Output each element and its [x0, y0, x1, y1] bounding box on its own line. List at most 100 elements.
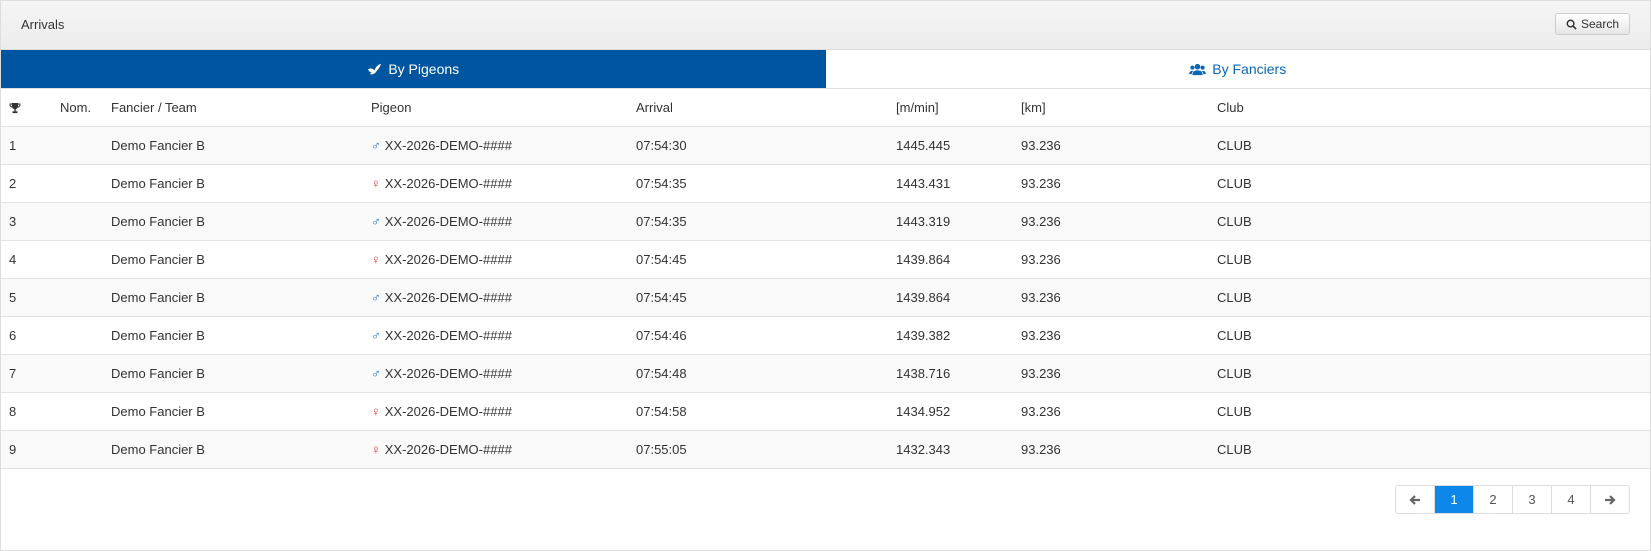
- arrival-header[interactable]: Arrival: [636, 100, 673, 115]
- table-row[interactable]: 8 Demo Fancier B ♀ XX-2026-DEMO-#### 07:54:5…: [1, 393, 1650, 431]
- pigeon-header[interactable]: Pigeon: [371, 100, 412, 115]
- km-header[interactable]: [km]: [1021, 100, 1046, 115]
- table-row[interactable]: 4 Demo Fancier B ♀ XX-2026-DEMO-#### 07:54:4…: [1, 241, 1650, 279]
- table-row[interactable]: 6 Demo Fancier B ♂ XX-2026-DEMO-#### 07:54:4…: [1, 317, 1650, 355]
- table-row[interactable]: 7 Demo Fancier B ♂ XX-2026-DEMO-#### 07:54:4…: [1, 355, 1650, 393]
- km-cell: 93.236: [1021, 366, 1061, 381]
- female-symbol-icon: ♀: [371, 252, 381, 267]
- pigeon-cell[interactable]: ♀ XX-2026-DEMO-####: [371, 431, 512, 468]
- male-symbol-icon: ♂: [371, 290, 381, 305]
- tab-by-fanciers[interactable]: By Fanciers: [825, 50, 1650, 88]
- table-row[interactable]: 2 Demo Fancier B ♀ XX-2026-DEMO-#### 07:54:3…: [1, 165, 1650, 203]
- fancier-cell[interactable]: Demo Fancier B: [111, 138, 205, 153]
- next-page-button[interactable]: [1590, 486, 1629, 513]
- pigeon-cell[interactable]: ♂ XX-2026-DEMO-####: [371, 279, 512, 316]
- rank-cell: 8: [9, 404, 17, 419]
- female-symbol-icon: ♀: [371, 404, 381, 419]
- fancier-cell[interactable]: Demo Fancier B: [111, 214, 205, 229]
- page-4-button[interactable]: 4: [1551, 486, 1590, 513]
- fancier-cell[interactable]: Demo Fancier B: [111, 366, 205, 381]
- panel-title: Arrivals: [21, 17, 65, 32]
- pigeon-ring: XX-2026-DEMO-####: [384, 214, 512, 229]
- tab-label: By Fanciers: [1212, 61, 1287, 77]
- female-symbol-icon: ♀: [371, 176, 381, 191]
- page-1-button[interactable]: 1: [1434, 486, 1473, 513]
- speed-cell: 1445.445: [896, 138, 951, 153]
- search-button[interactable]: Search: [1554, 13, 1630, 35]
- table-row[interactable]: 9 Demo Fancier B ♀ XX-2026-DEMO-#### 07:55:0…: [1, 431, 1650, 469]
- fancier-cell[interactable]: Demo Fancier B: [111, 176, 205, 191]
- search-icon: [1566, 19, 1577, 30]
- arrival-cell: 07:54:45: [636, 290, 687, 305]
- pigeon-cell[interactable]: ♀ XX-2026-DEMO-####: [371, 165, 512, 202]
- club-cell: CLUB: [1217, 138, 1252, 153]
- club-cell: CLUB: [1217, 442, 1252, 457]
- km-cell: 93.236: [1021, 138, 1061, 153]
- km-cell: 93.236: [1021, 290, 1061, 305]
- km-cell: 93.236: [1021, 176, 1061, 191]
- table-header: Nom. Fancier / Team Pigeon Arrival [m/mi…: [1, 89, 1650, 127]
- speed-cell: 1434.952: [896, 404, 951, 419]
- view-tabs: By Pigeons By Fanciers: [1, 50, 1650, 89]
- km-cell: 93.236: [1021, 442, 1061, 457]
- club-cell: CLUB: [1217, 252, 1252, 267]
- rank-header[interactable]: [9, 89, 21, 126]
- pigeon-cell[interactable]: ♂ XX-2026-DEMO-####: [371, 203, 512, 240]
- pigeon-cell[interactable]: ♂ XX-2026-DEMO-####: [371, 317, 512, 354]
- search-button-label: Search: [1580, 17, 1619, 31]
- club-cell: CLUB: [1217, 404, 1252, 419]
- pigeon-ring: XX-2026-DEMO-####: [384, 176, 512, 191]
- rank-cell: 3: [9, 214, 17, 229]
- fancier-header[interactable]: Fancier / Team: [111, 100, 197, 115]
- page-3-button[interactable]: 3: [1512, 486, 1551, 513]
- pigeon-cell[interactable]: ♂ XX-2026-DEMO-####: [371, 127, 512, 164]
- speed-cell: 1439.864: [896, 252, 951, 267]
- male-symbol-icon: ♂: [371, 138, 381, 153]
- speed-cell: 1443.319: [896, 214, 951, 229]
- users-icon: [1189, 63, 1207, 75]
- speed-header[interactable]: [m/min]: [896, 100, 939, 115]
- pigeon-cell[interactable]: ♀ XX-2026-DEMO-####: [371, 241, 512, 278]
- fancier-cell[interactable]: Demo Fancier B: [111, 252, 205, 267]
- female-symbol-icon: ♀: [371, 442, 381, 457]
- rank-cell: 1: [9, 138, 17, 153]
- tab-label: By Pigeons: [388, 61, 460, 77]
- table-row[interactable]: 1 Demo Fancier B ♂ XX-2026-DEMO-#### 07:54:3…: [1, 127, 1650, 165]
- table-row[interactable]: 5 Demo Fancier B ♂ XX-2026-DEMO-#### 07:54:4…: [1, 279, 1650, 317]
- page-2-button[interactable]: 2: [1473, 486, 1512, 513]
- speed-cell: 1438.716: [896, 366, 951, 381]
- pigeon-ring: XX-2026-DEMO-####: [384, 328, 512, 343]
- male-symbol-icon: ♂: [371, 366, 381, 381]
- fancier-cell[interactable]: Demo Fancier B: [111, 404, 205, 419]
- pigeon-cell[interactable]: ♀ XX-2026-DEMO-####: [371, 393, 512, 430]
- km-cell: 93.236: [1021, 404, 1061, 419]
- arrival-cell: 07:54:46: [636, 328, 687, 343]
- nom-header[interactable]: Nom.: [60, 100, 92, 115]
- arrival-cell: 07:54:35: [636, 214, 687, 229]
- club-cell: CLUB: [1217, 290, 1252, 305]
- pigeon-ring: XX-2026-DEMO-####: [384, 442, 512, 457]
- club-cell: CLUB: [1217, 328, 1252, 343]
- arrow-left-icon: [1409, 494, 1420, 505]
- rank-cell: 5: [9, 290, 17, 305]
- club-header[interactable]: Club: [1217, 100, 1244, 115]
- trophy-icon: [9, 102, 21, 113]
- speed-cell: 1443.431: [896, 176, 951, 191]
- fancier-cell[interactable]: Demo Fancier B: [111, 290, 205, 305]
- arrival-cell: 07:54:45: [636, 252, 687, 267]
- club-cell: CLUB: [1217, 366, 1252, 381]
- fancier-cell[interactable]: Demo Fancier B: [111, 328, 205, 343]
- tab-by-pigeons[interactable]: By Pigeons: [1, 50, 826, 88]
- prev-page-button[interactable]: [1396, 486, 1434, 513]
- speed-cell: 1432.343: [896, 442, 951, 457]
- fancier-cell[interactable]: Demo Fancier B: [111, 442, 205, 457]
- speed-cell: 1439.864: [896, 290, 951, 305]
- pigeon-ring: XX-2026-DEMO-####: [384, 290, 512, 305]
- arrival-cell: 07:54:48: [636, 366, 687, 381]
- dove-icon: [368, 63, 382, 74]
- table-row[interactable]: 3 Demo Fancier B ♂ XX-2026-DEMO-#### 07:54:3…: [1, 203, 1650, 241]
- km-cell: 93.236: [1021, 328, 1061, 343]
- pigeon-cell[interactable]: ♂ XX-2026-DEMO-####: [371, 355, 512, 392]
- club-cell: CLUB: [1217, 214, 1252, 229]
